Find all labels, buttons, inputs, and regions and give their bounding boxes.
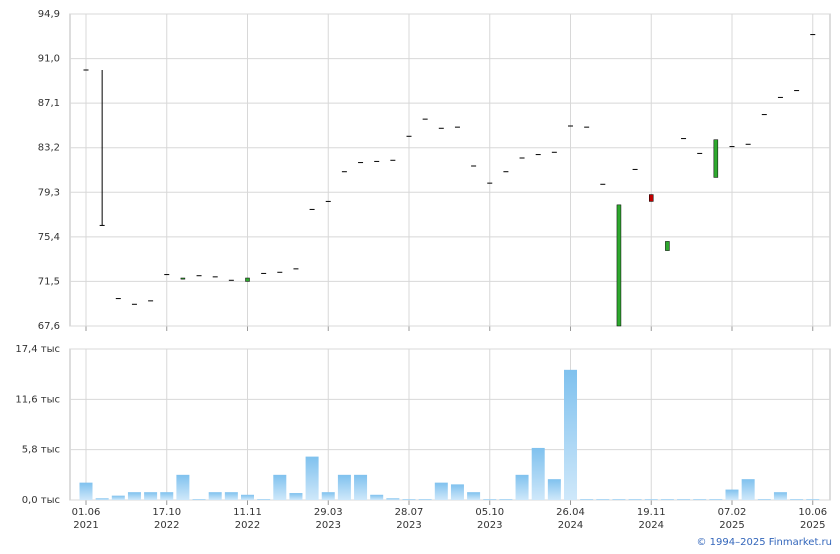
- x-tick-year: 2025: [800, 520, 825, 531]
- volume-bar: [660, 499, 674, 500]
- x-tick-year: 2022: [235, 520, 260, 531]
- volume-bar: [564, 369, 577, 500]
- x-tick-label: 07.02: [718, 507, 747, 518]
- x-tick-label: 19.11: [637, 507, 666, 518]
- volume-bar: [612, 499, 626, 500]
- volume-bar: [725, 489, 739, 500]
- volume-bar: [709, 499, 723, 500]
- volume-bar: [289, 493, 303, 500]
- x-tick-year: 2024: [639, 520, 664, 531]
- y-tick-label: 11,6 тыс: [15, 394, 60, 405]
- x-tick-label: 28.07: [395, 507, 424, 518]
- y-tick-label: 79,3: [38, 187, 60, 198]
- volume-bar: [499, 499, 513, 500]
- volume-bar: [337, 474, 351, 500]
- volume-bar: [95, 498, 109, 500]
- volume-bar: [370, 494, 384, 500]
- x-tick-year: 2024: [558, 520, 583, 531]
- x-tick-label: 26.04: [556, 507, 585, 518]
- volume-bar: [515, 474, 529, 500]
- volume-bar: [305, 456, 319, 500]
- x-tick-label: 01.06: [72, 507, 101, 518]
- volume-bar: [257, 499, 271, 500]
- y-tick-label: 67,6: [38, 321, 60, 332]
- x-tick-year: 2021: [73, 520, 98, 531]
- volume-bar: [241, 494, 254, 500]
- x-tick-year: 2023: [316, 520, 341, 531]
- volume-bar: [192, 499, 206, 500]
- volume-bar: [596, 499, 610, 500]
- volume-bar: [628, 499, 642, 500]
- volume-bar: [224, 492, 238, 500]
- volume-bar: [208, 492, 222, 500]
- volume-bar: [806, 499, 820, 500]
- volume-bar: [450, 484, 464, 500]
- candle-body: [665, 241, 670, 251]
- volume-bar: [790, 499, 804, 500]
- candle-body: [180, 277, 186, 280]
- volume-bar: [773, 492, 787, 500]
- y-tick-label: 5,8 тыс: [22, 445, 60, 456]
- volume-bar: [111, 495, 125, 500]
- volume-bar: [757, 499, 771, 500]
- y-tick-label: 94,9: [38, 9, 60, 20]
- volume-bar: [144, 492, 158, 500]
- volume-bar: [418, 499, 432, 500]
- x-tick-year: 2025: [719, 520, 744, 531]
- y-tick-label: 87,1: [38, 98, 60, 109]
- volume-bar: [402, 499, 416, 500]
- y-tick-label: 91,0: [38, 54, 60, 65]
- volume-bar: [160, 492, 174, 500]
- y-tick-label: 0,0 тыс: [22, 495, 60, 506]
- volume-bar: [127, 492, 141, 500]
- x-tick-label: 10.06: [798, 507, 827, 518]
- volume-bar: [531, 447, 545, 500]
- volume-bar: [176, 474, 190, 500]
- y-tick-label: 75,4: [38, 232, 60, 243]
- volume-bar: [741, 479, 755, 500]
- y-tick-label: 83,2: [38, 143, 60, 154]
- volume-bar: [580, 499, 594, 500]
- x-tick-year: 2023: [396, 520, 421, 531]
- x-tick-label: 17.10: [152, 507, 181, 518]
- volume-bar: [354, 474, 368, 500]
- volume-bar: [547, 479, 561, 500]
- volume-bar: [79, 482, 93, 500]
- candle-body: [245, 277, 250, 282]
- volume-bar: [693, 499, 707, 500]
- volume-bar: [434, 482, 448, 500]
- volume-bar: [644, 499, 658, 500]
- x-tick-label: 05.10: [475, 507, 504, 518]
- volume-bar: [483, 499, 497, 500]
- volume-bar: [273, 474, 287, 500]
- volume-bar: [386, 498, 400, 500]
- candle-body: [649, 194, 654, 202]
- x-tick-label: 11.11: [233, 507, 262, 518]
- x-tick-year: 2023: [477, 520, 502, 531]
- copyright: © 1994–2025 Finmarket.ru: [696, 537, 832, 548]
- candle-body: [616, 204, 622, 327]
- volume-bar: [677, 499, 691, 500]
- volume-bar: [321, 492, 335, 500]
- volume-bar: [467, 492, 481, 500]
- x-tick-year: 2022: [154, 520, 179, 531]
- y-tick-label: 17,4 тыс: [15, 344, 60, 355]
- x-tick-label: 29.03: [314, 507, 343, 518]
- candle-body: [713, 139, 719, 178]
- y-tick-label: 71,5: [38, 276, 60, 287]
